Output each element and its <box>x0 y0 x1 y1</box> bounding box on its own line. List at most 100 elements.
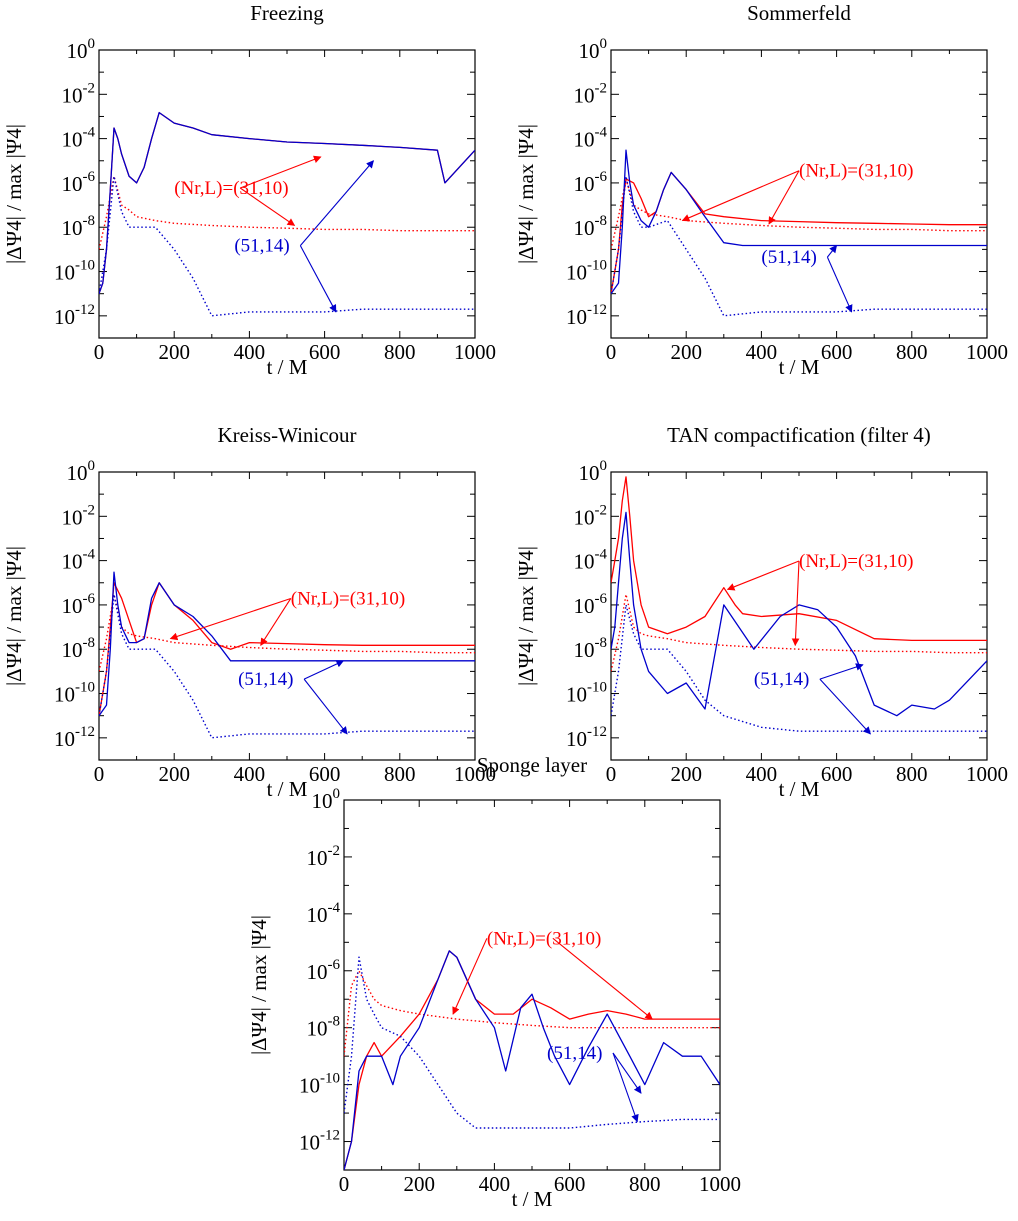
x-axis-label: t / M <box>779 355 820 379</box>
y-tick-label: 10-8 <box>574 213 608 240</box>
y-axis-label: |ΔΨ4| / max |Ψ4| <box>514 546 538 686</box>
x-axis-label: t / M <box>267 355 308 379</box>
annotation-arrow <box>303 678 348 735</box>
annotation-label: (51,14) <box>234 236 289 257</box>
annotation-arrow <box>819 663 864 680</box>
y-tick-label: 100 <box>579 458 608 485</box>
chart-panel-3: Kreiss-Winicour 0 200 400 600 800 1000 100 10-2 1… <box>2 423 496 801</box>
y-tick-label: 10-6 <box>62 169 96 196</box>
annotation-arrow <box>239 187 296 226</box>
chart-title: Kreiss-Winicour <box>217 423 356 447</box>
plot-frame <box>610 471 988 761</box>
y-tick-label: 100 <box>67 36 96 63</box>
series-line-2 <box>99 175 475 250</box>
chart-panel-5: Sponge layer 0 200 400 600 800 1000 100 10-2 10-4… <box>247 753 741 1211</box>
x-tick-label: 400 <box>746 340 778 364</box>
x-tick-label: 0 <box>339 1172 350 1196</box>
y-tick-label: 10-2 <box>307 843 341 870</box>
x-tick-label: 600 <box>554 1172 586 1196</box>
x-tick-label: 800 <box>896 340 928 364</box>
x-tick-label: 600 <box>309 762 341 786</box>
series-line-2 <box>99 593 475 672</box>
y-tick-label: 100 <box>312 786 341 813</box>
y-tick-label: 10-8 <box>62 635 96 662</box>
annotation-label: (51,14) <box>761 247 816 268</box>
series-line-2 <box>611 178 987 250</box>
y-tick-label: 10-12 <box>54 724 95 751</box>
y-tick-label: 10-10 <box>54 258 95 285</box>
y-axis-label: |ΔΨ4| / max |Ψ4| <box>247 915 271 1055</box>
y-tick-label: 100 <box>67 458 96 485</box>
y-tick-label: 10-4 <box>307 900 341 927</box>
annotation-label: (51,14) <box>754 669 809 690</box>
y-tick-label: 10-6 <box>574 591 608 618</box>
x-tick-label: 200 <box>403 1172 435 1196</box>
x-tick-label: 600 <box>821 762 853 786</box>
x-tick-label: 800 <box>384 340 416 364</box>
chart-panel-1: Freezing 0 200 400 600 800 1000 100 10-2 10-4 10-6… <box>2 1 496 379</box>
chart-panel-4: TAN compactification (filter 4) 0 200 400 60… <box>514 423 1008 801</box>
series-line-1 <box>344 950 720 1170</box>
series-line-4 <box>99 593 475 739</box>
x-tick-label: 0 <box>606 340 617 364</box>
x-tick-label: 200 <box>158 340 190 364</box>
annotation-arrow <box>768 170 800 225</box>
x-tick-label: 600 <box>309 340 341 364</box>
y-tick-label: 10-4 <box>62 125 96 152</box>
y-tick-label: 10-4 <box>574 125 608 152</box>
annotation-arrow <box>791 561 800 647</box>
x-tick-label: 800 <box>384 762 416 786</box>
series-line-4 <box>344 956 720 1129</box>
chart-title: TAN compactification (filter 4) <box>667 423 931 447</box>
annotation-arrow <box>452 938 488 1015</box>
x-tick-label: 400 <box>479 1172 511 1196</box>
annotation-arrow <box>826 256 853 313</box>
series-line-2 <box>611 593 987 672</box>
y-tick-label: 10-4 <box>62 547 96 574</box>
y-tick-label: 10-10 <box>54 680 95 707</box>
plot-frame <box>343 799 721 1171</box>
plot-frame <box>98 471 476 761</box>
x-tick-label: 0 <box>94 762 105 786</box>
annotation-arrow <box>552 937 653 1020</box>
x-tick-label: 1000 <box>454 762 496 786</box>
y-tick-label: 10-2 <box>574 80 608 107</box>
annotation-arrow <box>169 597 291 641</box>
x-axis-label: t / M <box>267 777 308 801</box>
y-tick-label: 10-10 <box>299 1071 340 1098</box>
y-tick-label: 10-6 <box>574 169 608 196</box>
x-tick-label: 0 <box>94 340 105 364</box>
x-tick-label: 200 <box>670 340 702 364</box>
x-tick-label: 1000 <box>699 1172 741 1196</box>
y-tick-label: 10-6 <box>62 591 96 618</box>
y-tick-label: 10-10 <box>566 680 607 707</box>
y-tick-label: 10-2 <box>574 502 608 529</box>
y-tick-label: 10-10 <box>566 258 607 285</box>
x-tick-label: 200 <box>158 762 190 786</box>
plot-frame <box>610 49 988 339</box>
y-tick-label: 10-12 <box>566 302 607 329</box>
y-tick-label: 10-8 <box>307 1014 341 1041</box>
x-tick-label: 400 <box>234 340 266 364</box>
annotation-label: (Nr,L)=(31,10) <box>174 178 288 199</box>
x-tick-label: 1000 <box>966 340 1008 364</box>
x-tick-label: 1000 <box>454 340 496 364</box>
annotation-label: (51,14) <box>238 669 293 690</box>
chart-title: Sommerfeld <box>747 1 851 25</box>
y-tick-label: 10-12 <box>566 724 607 751</box>
y-tick-label: 10-2 <box>62 80 96 107</box>
y-tick-label: 100 <box>579 36 608 63</box>
y-tick-label: 10-8 <box>574 635 608 662</box>
annotation-arrow <box>299 245 337 313</box>
y-tick-label: 10-2 <box>62 502 96 529</box>
series-line-3 <box>344 950 720 1170</box>
x-tick-label: 400 <box>234 762 266 786</box>
y-axis-label: |ΔΨ4| / max |Ψ4| <box>514 124 538 264</box>
y-tick-label: 10-6 <box>307 957 341 984</box>
y-tick-label: 10-8 <box>62 213 96 240</box>
annotation-arrow <box>819 678 871 735</box>
annotation-label: (Nr,L)=(31,10) <box>487 928 601 949</box>
series-line-3 <box>611 511 987 717</box>
x-tick-label: 400 <box>746 762 778 786</box>
